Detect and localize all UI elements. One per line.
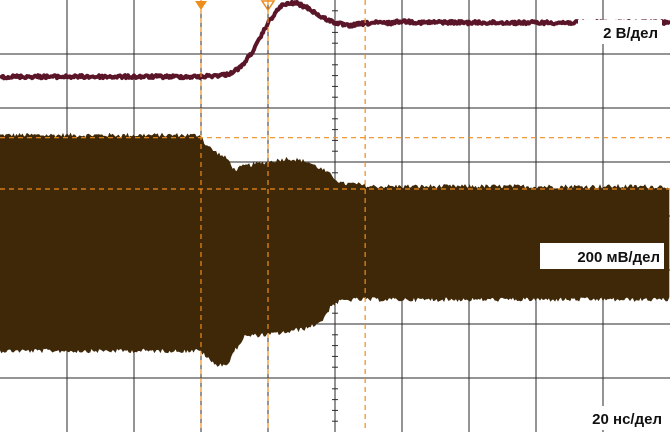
cursor-marker-icon <box>260 0 276 12</box>
trigger-marker-icon <box>195 1 207 10</box>
ch1-step-trace <box>0 0 670 81</box>
traces <box>0 0 670 367</box>
ch2-envelope-trace <box>0 132 670 367</box>
timebase-backdrop <box>560 406 666 430</box>
ch1-scale-label: 2 В/дел <box>603 25 658 42</box>
timebase-label: 20 нс/дел <box>592 411 662 428</box>
ch2-scale-label: 200 мВ/дел <box>577 249 660 266</box>
ch1-scale-backdrop <box>578 20 662 44</box>
ch2-scale-backdrop <box>540 243 664 269</box>
